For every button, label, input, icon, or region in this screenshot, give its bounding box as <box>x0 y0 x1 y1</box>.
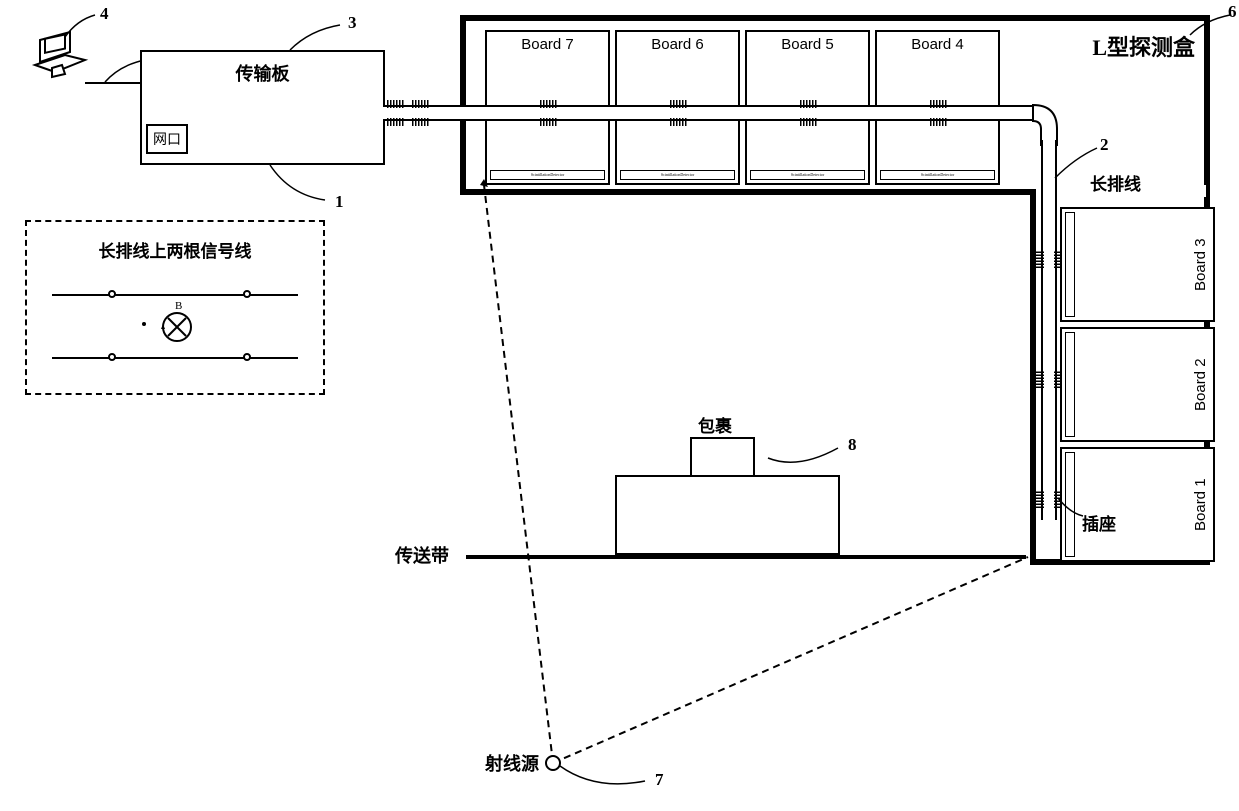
board-2-detector <box>1065 332 1075 437</box>
transmission-board: 传输板 网口 <box>140 50 385 165</box>
connector-board4 <box>930 102 948 124</box>
board-3-label: Board 3 <box>1192 209 1209 320</box>
signal-dot-bl <box>108 353 116 361</box>
board-4-label: Board 4 <box>877 36 998 53</box>
lead-7 <box>560 766 650 794</box>
board-6-detector: ScintillationDetector <box>620 170 735 180</box>
signal-dot-center <box>142 322 146 326</box>
connector-board2 <box>1038 370 1060 388</box>
board-2-label: Board 2 <box>1192 329 1209 440</box>
board-1-label: Board 1 <box>1192 449 1209 560</box>
connector-board3 <box>1038 250 1060 268</box>
board-5-detector: ScintillationDetector <box>750 170 865 180</box>
conveyor-label: 传送带 <box>395 542 449 568</box>
cable-vertical <box>1041 140 1057 520</box>
signal-line-bottom <box>52 357 298 359</box>
callout-2: 2 <box>1100 135 1109 155</box>
connector-board7 <box>540 102 558 124</box>
board-7-label: Board 7 <box>487 36 608 53</box>
radiation-source-icon <box>545 755 561 771</box>
signal-inset: 长排线上两根信号线 B <box>25 220 325 395</box>
signal-inset-title: 长排线上两根信号线 <box>42 237 308 262</box>
connector-cable-start <box>412 102 430 124</box>
radiation-source-label: 射线源 <box>485 750 539 776</box>
board-7-detector: ScintillationDetector <box>490 170 605 180</box>
callout-4: 4 <box>100 4 109 24</box>
callout-3: 3 <box>348 13 357 33</box>
radiation-lines <box>460 185 1040 770</box>
board-2: Board 2 <box>1060 327 1215 442</box>
cable-corner <box>1025 105 1065 145</box>
lead-3 <box>290 25 345 53</box>
net-port: 网口 <box>146 124 188 154</box>
board-4-detector: ScintillationDetector <box>880 170 995 180</box>
lead-4 <box>65 15 105 45</box>
board-6-label: Board 6 <box>617 36 738 53</box>
trans-board-title: 传输板 <box>236 60 290 86</box>
l-box-title: L型探测盒 <box>1092 30 1195 62</box>
signal-b-label: B <box>175 300 182 312</box>
signal-center-symbol <box>157 307 197 347</box>
signal-dot-tr <box>243 290 251 298</box>
callout-6: 6 <box>1228 2 1237 22</box>
callout-1: 1 <box>335 192 344 212</box>
lead-1 <box>270 165 330 205</box>
board-3-detector <box>1065 212 1075 317</box>
socket-label: 插座 <box>1082 510 1116 535</box>
signal-line-top <box>52 294 298 296</box>
connector-board1 <box>1038 490 1060 508</box>
connector-trans-out <box>387 102 405 124</box>
signal-dot-br <box>243 353 251 361</box>
board-5-label: Board 5 <box>747 36 868 53</box>
board-3: Board 3 <box>1060 207 1215 322</box>
callout-7: 7 <box>655 770 664 790</box>
connector-board6 <box>670 102 688 124</box>
signal-dot-tl <box>108 290 116 298</box>
lead-2 <box>1055 148 1100 183</box>
socket-lead <box>1058 498 1086 520</box>
connector-board5 <box>800 102 818 124</box>
